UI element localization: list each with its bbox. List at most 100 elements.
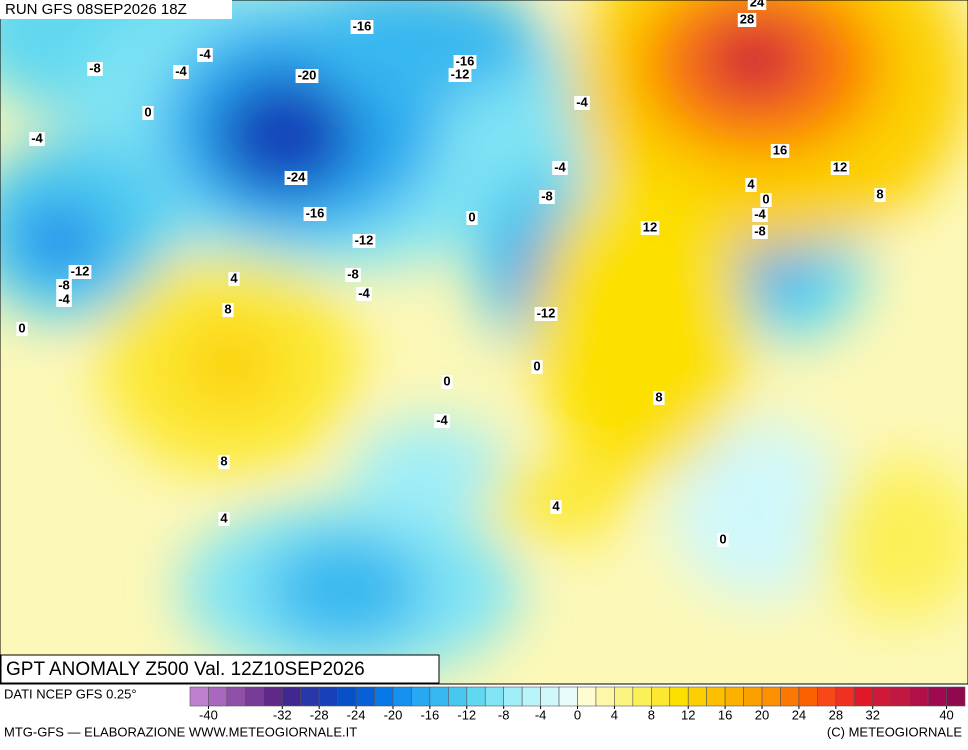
colorbar-cell <box>835 686 855 707</box>
contour-label-box <box>16 322 28 336</box>
contour-label: -12 <box>537 305 556 320</box>
title-box <box>0 654 440 684</box>
colorbar-cell <box>614 686 634 707</box>
source-label: DATI NCEP GFS 0.25° <box>4 686 137 701</box>
colorbar-cell <box>392 686 412 707</box>
contour-label: -4 <box>754 206 766 221</box>
colorbar-tick-label: 28 <box>829 707 843 722</box>
colorbar-cell <box>208 686 228 707</box>
contour-label: 4 <box>220 510 228 525</box>
colorbar-cell <box>761 686 781 707</box>
contour-label: 8 <box>876 186 883 201</box>
contour-label-box <box>29 132 45 146</box>
contour-label-box <box>68 265 92 279</box>
contour-label-box <box>574 96 590 110</box>
colorbar-cell <box>355 686 375 707</box>
colorbar-tick-label: -8 <box>498 707 510 722</box>
contour-label-box <box>550 500 562 514</box>
contour-label-box <box>640 221 660 235</box>
colorbar-cell <box>521 686 541 707</box>
colorbar-cell <box>300 686 320 707</box>
colorbar-cell <box>448 686 468 707</box>
colorbar-tick-label: 8 <box>648 707 655 722</box>
contour-label: 8 <box>220 453 227 468</box>
colorbar-tick-label: -16 <box>420 707 439 722</box>
contour-label: 0 <box>719 531 726 546</box>
map-field <box>0 0 968 684</box>
contour-label-box <box>56 293 72 307</box>
colorbar-cell <box>577 686 597 707</box>
colorbar-cell <box>743 686 763 707</box>
colorbar-cell <box>466 686 486 707</box>
contour-label-box <box>752 208 768 222</box>
contour-label-box <box>222 303 234 317</box>
contour-label-box <box>448 68 472 82</box>
colorbar-tick-label: -12 <box>457 707 476 722</box>
contour-label: 0 <box>443 373 450 388</box>
colorbar-cell <box>337 686 357 707</box>
contour-label-box <box>874 188 886 202</box>
contour-label-box <box>197 48 213 62</box>
contour-label-box <box>218 512 230 526</box>
map-title: GPT ANOMALY Z500 Val. 12Z10SEP2026 <box>6 659 365 680</box>
contour-label: 12 <box>643 219 657 234</box>
contour-labels: -16-4-8 -4-16-12-200-4-4-24-4-8-16 0-12-12… <box>16 0 886 547</box>
run-label: RUN GFS 08SEP2026 18Z <box>5 1 187 18</box>
contour-label: -8 <box>58 277 70 292</box>
contour-label-box <box>295 69 319 83</box>
contour-label-box <box>534 307 558 321</box>
colorbar-cell <box>429 686 449 707</box>
contour-label: 8 <box>655 389 662 404</box>
contour-label: -4 <box>175 63 187 78</box>
colorbar-cell <box>817 686 837 707</box>
contour-label-box <box>87 62 103 76</box>
contour-label: -4 <box>358 285 370 300</box>
colorbar-tick-label: 16 <box>718 707 732 722</box>
contour-label-box <box>770 144 790 158</box>
contour-label-box <box>552 161 568 175</box>
contour-label-box <box>466 211 478 225</box>
contour-label: -24 <box>287 169 307 184</box>
contour-label: 0 <box>468 209 475 224</box>
colorbar-tick-label: 32 <box>866 707 880 722</box>
colorbar-cell <box>484 686 504 707</box>
contour-label: 0 <box>533 358 540 373</box>
contour-label: -4 <box>199 46 211 61</box>
colorbar-cell <box>189 686 209 707</box>
contour-label: -8 <box>754 223 766 238</box>
contour-label-box <box>345 268 361 282</box>
contour-label-box <box>218 455 230 469</box>
colorbar-cell <box>798 686 818 707</box>
colorbar-tick-label: -20 <box>384 707 403 722</box>
colorbar-tick-label: -4 <box>535 707 547 722</box>
colorbar-cell <box>226 686 246 707</box>
colorbar-tick-label: 12 <box>681 707 695 722</box>
colorbar-cell <box>780 686 800 707</box>
colorbar: -40 -32 -28 -24 -20 -16 -12 -8 -4 0 4 8 12 16 20 24 28 32… <box>189 686 966 722</box>
contour-label: 4 <box>230 270 238 285</box>
contour-label-box <box>228 272 240 286</box>
contour-label: 0 <box>144 104 151 119</box>
contour-label-box <box>830 161 850 175</box>
contour-label: -4 <box>436 412 448 427</box>
copyright-label: (C) METEOGIORNALE <box>827 724 962 739</box>
contour-label-box <box>653 391 665 405</box>
contour-label: -16 <box>353 18 372 33</box>
contour-label-box <box>453 55 477 69</box>
colorbar-cell <box>890 686 910 707</box>
contour-label: -4 <box>576 94 588 109</box>
contour-label: -16 <box>456 53 475 68</box>
colorbar-cell <box>245 686 265 707</box>
colorbar-tick-label: -28 <box>310 707 329 722</box>
colorbar-cell <box>651 686 671 707</box>
contour-label-box <box>531 360 543 374</box>
colorbar-tick-label: -32 <box>273 707 292 722</box>
colorbar-cell <box>540 686 560 707</box>
colorbar-cell <box>281 686 302 707</box>
contour-label: 4 <box>747 176 755 191</box>
contour-label: -8 <box>347 266 359 281</box>
colorbar-cell <box>687 686 707 707</box>
colorbar-cell <box>632 686 652 707</box>
contour-label: -4 <box>58 291 70 306</box>
colorbar-cell <box>946 686 966 707</box>
